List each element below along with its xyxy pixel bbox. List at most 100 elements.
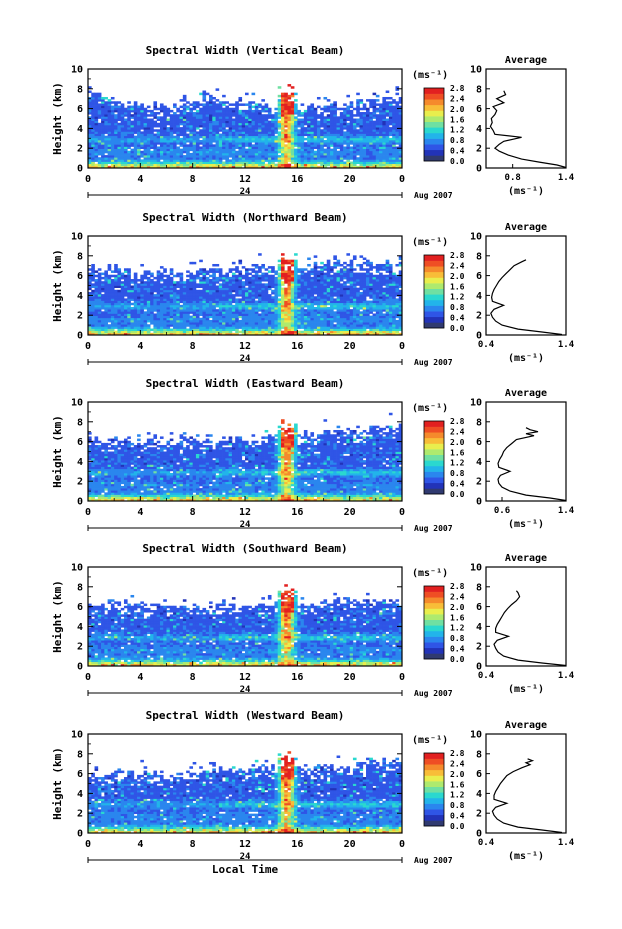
heatmap-cell — [104, 163, 108, 167]
average-x-tick-label: 1.4 — [558, 173, 575, 183]
heatmap-cell — [238, 150, 243, 154]
heatmap-cell — [395, 120, 400, 124]
heatmap-cell — [209, 96, 213, 100]
heatmap-cell — [189, 332, 194, 336]
heatmap-cell — [251, 140, 256, 143]
heatmap-cell — [186, 163, 190, 167]
heatmap-cell — [222, 289, 226, 293]
heatmap-cell — [277, 112, 282, 115]
heatmap-cell — [146, 279, 151, 282]
heatmap-cell — [284, 281, 288, 284]
heatmap-cell — [110, 127, 115, 130]
heatmap-cell — [163, 137, 167, 141]
heatmap-cell — [143, 122, 148, 126]
heatmap-cell — [267, 274, 272, 278]
heatmap-cell — [274, 296, 279, 299]
heatmap-cell — [235, 289, 239, 293]
heatmap-cell — [110, 101, 115, 104]
heatmap-cell — [297, 268, 301, 271]
heatmap-cell — [267, 283, 272, 286]
heatmap-cell — [228, 279, 233, 282]
heatmap-cell — [352, 163, 357, 167]
heatmap-cell — [91, 112, 95, 115]
heatmap-cell — [287, 266, 292, 269]
heatmap-cell — [303, 163, 308, 167]
heatmap-cell — [123, 313, 128, 316]
heatmap-cell — [392, 148, 396, 152]
heatmap-cell — [117, 163, 122, 167]
heatmap-cell — [379, 114, 383, 117]
heatmap-cell — [241, 317, 246, 321]
heatmap-cell — [241, 324, 246, 327]
heatmap-cell — [153, 129, 158, 132]
heatmap-cell — [274, 129, 279, 132]
heatmap-cell — [267, 122, 272, 126]
heatmap-cell — [297, 112, 301, 115]
heatmap-cell — [104, 109, 108, 113]
heatmap-cell — [310, 322, 315, 325]
heatmap-cell — [182, 332, 187, 336]
heatmap-cell — [267, 107, 272, 111]
heatmap-cell — [254, 274, 259, 278]
heatmap-cell — [101, 285, 105, 288]
heatmap-cell — [388, 157, 393, 160]
heatmap-cell — [392, 109, 396, 113]
heatmap-cell — [153, 120, 158, 124]
heatmap-cell — [179, 157, 184, 160]
heatmap-cell — [287, 133, 292, 137]
heatmap-cell — [104, 287, 108, 291]
heatmap-cell — [362, 159, 367, 162]
heatmap-cell — [192, 300, 197, 304]
heatmap-cell — [297, 315, 301, 319]
heatmap-cell — [91, 103, 95, 106]
heatmap-cell — [277, 279, 282, 282]
heatmap-cell — [254, 163, 259, 167]
heatmap-cell — [107, 142, 112, 145]
heatmap-cell — [150, 294, 154, 297]
heatmap-cell — [202, 322, 207, 325]
heatmap-cell — [159, 124, 164, 128]
heatmap-cell — [274, 315, 279, 319]
heatmap-cell — [300, 315, 305, 319]
heatmap-cell — [225, 140, 229, 143]
heatmap-cell — [294, 152, 298, 156]
heatmap-cell — [238, 315, 243, 319]
heatmap-cell — [218, 317, 223, 321]
heatmap-cell — [218, 270, 223, 273]
heatmap-cell — [379, 161, 383, 165]
heatmap-cell — [362, 133, 367, 137]
heatmap-cell — [238, 163, 243, 167]
heatmap-cell — [251, 157, 256, 160]
heatmap-cell — [320, 302, 324, 306]
heatmap-cell — [267, 307, 272, 310]
heatmap-cell — [284, 289, 288, 293]
heatmap-cell — [205, 296, 210, 299]
heatmap-cell — [156, 135, 161, 139]
heatmap-cell — [320, 114, 324, 117]
heatmap-cell — [205, 161, 210, 165]
heatmap-cell — [143, 296, 148, 299]
heatmap-cell — [313, 281, 318, 284]
heatmap-cell — [349, 135, 354, 139]
heatmap-cell — [251, 309, 256, 312]
heatmap-cell — [120, 302, 125, 306]
heatmap-cell — [339, 116, 344, 119]
heatmap-cell — [195, 131, 200, 134]
heatmap-cell — [212, 129, 216, 132]
heatmap-cell — [343, 118, 347, 121]
heatmap-cell — [212, 326, 216, 329]
heatmap-cell — [300, 150, 305, 154]
heatmap-cell — [182, 300, 187, 304]
heatmap-cell — [150, 137, 154, 141]
heatmap-cell — [248, 118, 252, 121]
heatmap-cell — [212, 283, 216, 286]
heatmap-cell — [274, 112, 279, 115]
heatmap-cell — [303, 276, 308, 280]
heatmap-cell — [388, 137, 393, 141]
heatmap-cell — [352, 142, 357, 145]
heatmap-cell — [117, 148, 122, 152]
heatmap-cell — [316, 326, 321, 329]
heatmap-cell — [94, 326, 99, 329]
heatmap-cell — [245, 300, 249, 304]
heatmap-cell — [267, 311, 272, 314]
